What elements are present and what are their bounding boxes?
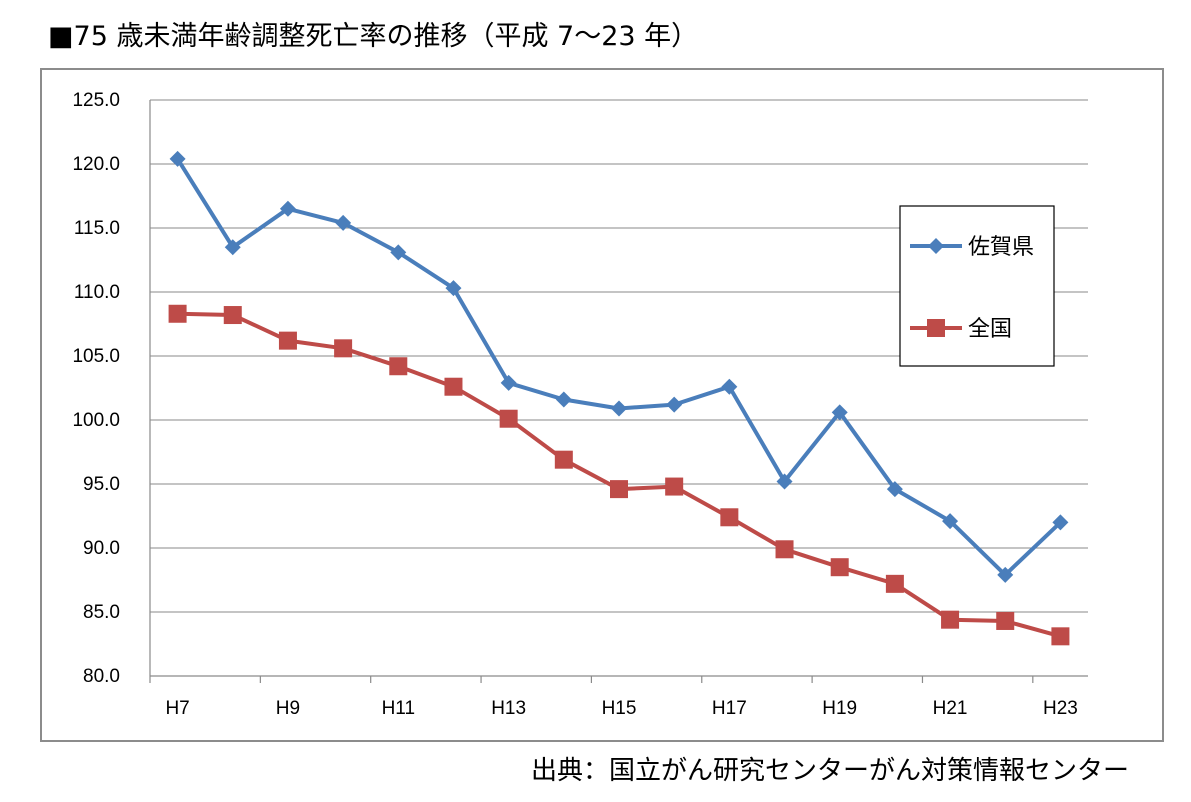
- data-point-diamond: [390, 244, 407, 261]
- data-point-square: [610, 480, 628, 499]
- y-tick-label: 80.0: [83, 666, 120, 687]
- data-point-square: [885, 574, 904, 593]
- y-tick-label: 95.0: [83, 474, 120, 495]
- legend-marker: [928, 238, 944, 254]
- data-point-square: [665, 477, 684, 496]
- x-tick-label: H23: [1043, 698, 1078, 719]
- x-tick-label: H17: [712, 698, 747, 719]
- data-point-square: [720, 508, 739, 527]
- data-point-diamond: [776, 473, 793, 490]
- data-point-diamond: [279, 200, 296, 217]
- y-tick-label: 90.0: [83, 538, 120, 559]
- data-point-square: [830, 558, 849, 577]
- data-point-diamond: [224, 239, 241, 256]
- data-point-square: [444, 377, 463, 396]
- y-tick-label: 115.0: [74, 218, 120, 239]
- x-tick-label: H19: [822, 698, 857, 719]
- x-tick-label: H9: [276, 698, 300, 719]
- source-note: 出典：国立がん研究センターがん対策情報センター: [530, 756, 1129, 786]
- data-point-square: [554, 450, 573, 469]
- data-point-square: [775, 540, 794, 559]
- line-chart: 80.0 85.0 90.0 95.0 100.0 105.0 110.0 115.0 120.…: [72, 90, 1088, 719]
- data-point-diamond: [500, 374, 517, 391]
- y-tick-label: 105.0: [72, 346, 120, 367]
- data-point-square: [389, 357, 408, 376]
- legend-marker: [927, 319, 945, 337]
- data-point-square: [334, 339, 353, 358]
- data-point-square: [278, 331, 297, 350]
- data-point-square: [499, 409, 518, 428]
- data-point-diamond: [666, 396, 683, 413]
- x-tick-label: H13: [491, 698, 526, 719]
- data-point-square: [941, 610, 960, 629]
- x-tick-label: H7: [165, 698, 189, 719]
- x-tick-label: H21: [933, 698, 968, 719]
- y-tick-label: 85.0: [83, 602, 120, 623]
- data-point-diamond: [169, 150, 186, 167]
- data-point-diamond: [721, 378, 738, 395]
- data-point-diamond: [831, 404, 848, 421]
- legend-box: [899, 205, 1055, 367]
- chart-frame: 80.0 85.0 90.0 95.0 100.0 105.0 110.0 115.0 120.…: [40, 68, 1164, 742]
- data-point-square: [168, 304, 187, 323]
- legend-label: 佐賀県: [968, 235, 1034, 260]
- data-point-diamond: [611, 400, 627, 417]
- chart-title: ■75 歳未満年齢調整死亡率の推移（平成 7〜23 年）: [48, 21, 699, 52]
- y-tick-label: 100.0: [72, 410, 120, 431]
- data-point-square: [1051, 627, 1070, 646]
- data-point-square: [996, 611, 1015, 630]
- data-point-diamond: [335, 214, 352, 231]
- data-point-diamond: [886, 481, 903, 498]
- y-tick-label: 120.0: [72, 154, 120, 175]
- data-point-diamond: [997, 566, 1014, 583]
- data-point-diamond: [445, 280, 462, 297]
- data-point-diamond: [942, 513, 959, 530]
- y-tick-label: 125.0: [72, 90, 120, 111]
- legend-label: 全国: [968, 317, 1012, 342]
- data-point-square: [223, 306, 242, 325]
- data-point-diamond: [555, 391, 572, 408]
- data-point-diamond: [1052, 514, 1069, 531]
- y-tick-label: 110.0: [74, 282, 120, 303]
- x-tick-label: H15: [602, 698, 637, 719]
- x-tick-label: H11: [382, 698, 415, 719]
